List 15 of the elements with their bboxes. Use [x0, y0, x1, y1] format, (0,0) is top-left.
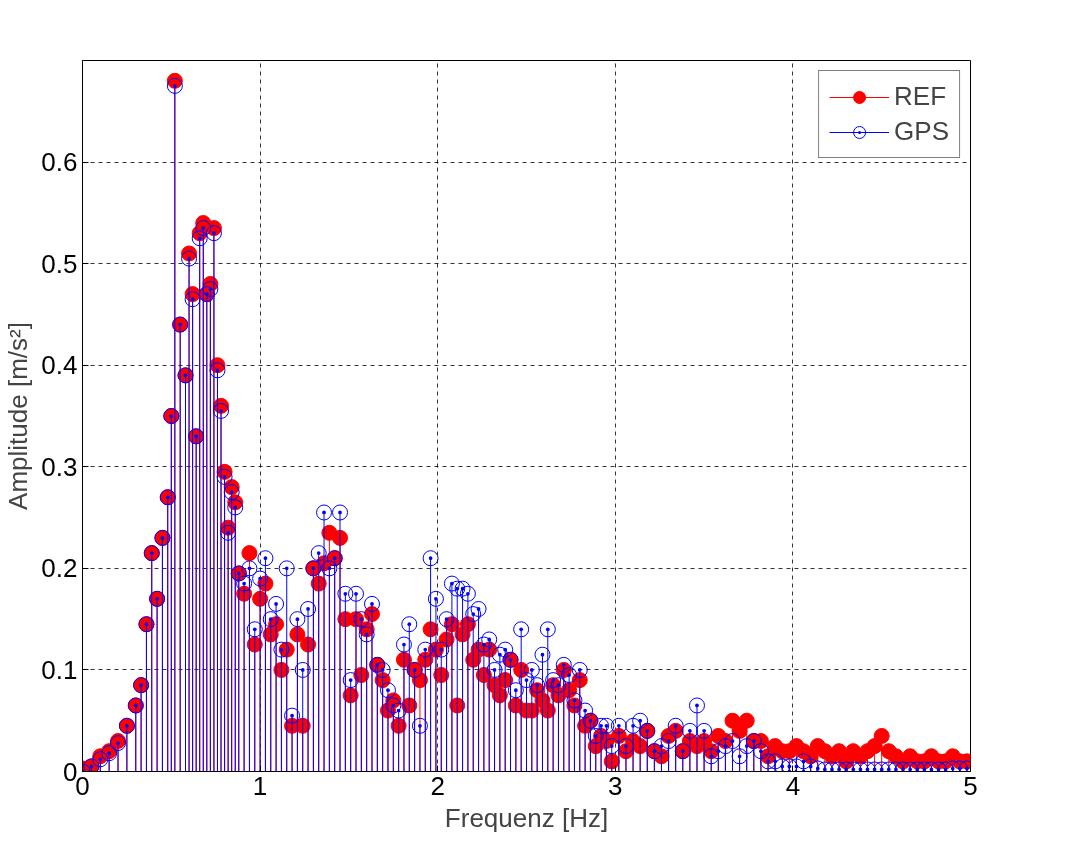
legend-label: GPS [894, 116, 949, 147]
x-axis-title: Frequenz [Hz] [444, 802, 609, 833]
y-tick-label: 0.5 [41, 248, 78, 279]
x-tick-label: 4 [785, 770, 801, 801]
x-tick-label: 1 [252, 770, 268, 801]
x-tick-label: 2 [430, 770, 445, 801]
y-tick-label: 0.4 [41, 350, 78, 381]
y-tick-label: 0.1 [41, 654, 78, 685]
y-tick-label: 0.6 [41, 147, 78, 178]
x-tick-label: 5 [963, 770, 978, 801]
x-tick-label: 3 [608, 770, 623, 801]
y-tick-label: 0.2 [41, 553, 78, 584]
y-axis-title: Amplitude [m/s²] [3, 322, 34, 510]
legend-label: REF [894, 81, 947, 112]
y-tick-label: 0.3 [41, 451, 78, 482]
